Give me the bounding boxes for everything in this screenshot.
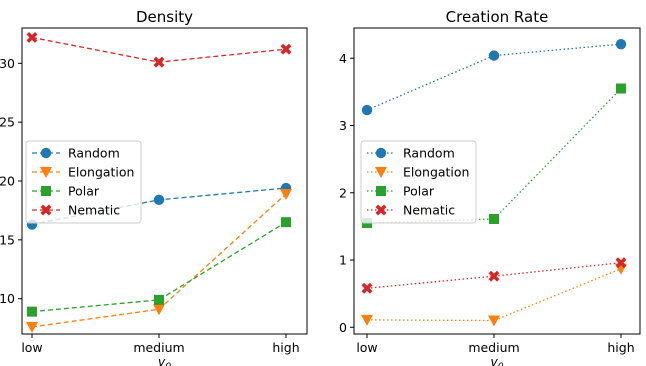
legend: Random Elongation Polar Nematic [25,140,142,224]
legend: Random Elongation Polar Nematic [360,140,477,224]
y-tick-label: 4 [339,51,347,66]
legend-item-random: Random [367,146,455,161]
y-tick-label: 20 [0,174,15,189]
legend-marker [375,147,387,159]
data-point [361,104,373,116]
legend-marker [40,167,52,178]
series-random [361,38,627,116]
data-point-stroke-b [153,56,165,68]
data-point [153,56,165,68]
x-tick-label: medium [133,340,184,355]
y-tick-label: 2 [339,185,347,200]
series-line [31,36,287,63]
series-elongation [26,188,292,333]
series-nematic [26,31,292,68]
series-line [366,262,622,289]
data-point-stroke-b [26,31,38,43]
data-point [488,50,500,61]
data-point [489,213,499,224]
data-point [616,83,626,94]
legend-item-elongation: Elongation [32,165,134,180]
data-point-stroke-b [280,43,292,55]
data-point-stroke-b [615,257,627,269]
x-tick-label: high [272,340,299,355]
legend-item-nematic: Nematic [32,203,120,218]
legend-box [25,140,142,224]
data-point [26,31,38,43]
data-point [615,257,627,269]
legend-label: Random [403,146,455,161]
legend-item-polar: Polar [32,184,100,199]
series-nematic [361,257,627,294]
legend-marker [41,186,51,196]
legend-item-nematic: Nematic [367,203,455,218]
data-point [488,270,500,282]
x-tick-label: high [607,340,634,355]
legend-label: Polar [403,184,435,199]
y-tick-label: 25 [0,115,15,130]
series-polar [27,217,291,317]
chart-panel-1: Density 10 15 20 25 30 low medium high v0 Random El… [0,8,308,366]
x-tick-label: low [21,340,42,355]
legend-item-random: Random [32,146,120,161]
data-point [281,217,291,228]
data-point [154,294,164,305]
chart-title: Density [136,8,193,26]
legend-marker [375,204,387,216]
legend-box [360,140,477,224]
data-point-stroke-b [361,282,373,294]
x-axis-label: v0 [158,354,171,366]
legend-marker [375,167,387,178]
data-point [153,304,165,316]
legend-label: Nematic [68,203,120,218]
legend-label: Polar [68,184,100,199]
data-point [361,314,373,326]
chart-title: Creation Rate [446,8,549,26]
legend-marker [40,147,52,159]
x-tick-label: low [356,340,377,355]
x-tick-label: medium [468,340,519,355]
series-line [366,88,622,224]
y-tick-label: 15 [0,232,15,247]
data-point [27,306,37,317]
legend-marker-stroke-b [375,204,387,216]
data-point [280,43,292,55]
legend-item-polar: Polar [367,184,435,199]
legend-label: Random [68,146,120,161]
legend-label: Elongation [68,165,134,180]
data-point-stroke-b [488,270,500,282]
legend-item-elongation: Elongation [367,165,469,180]
data-point [361,282,373,294]
legend-label: Elongation [403,165,469,180]
data-point [488,315,500,327]
legend-marker [40,204,52,216]
x-axis-label: v0 [490,354,503,366]
plot-frame [353,27,641,335]
data-point [153,194,165,206]
data-point [280,188,292,200]
chart-panel-2: Creation Rate 0 1 2 3 4 low medium high v0 Random E… [339,8,641,366]
data-point [615,38,627,50]
legend-marker-stroke-b [40,204,52,216]
y-tick-label: 30 [0,56,15,71]
legend-label: Nematic [403,203,455,218]
series-elongation [361,263,627,327]
series-line [31,221,287,313]
y-tick-label: 1 [339,253,347,268]
y-tick-label: 0 [339,320,347,335]
data-point [26,321,38,333]
legend-marker [376,186,386,196]
y-tick-label: 10 [0,291,15,306]
y-tick-label: 3 [339,118,347,133]
